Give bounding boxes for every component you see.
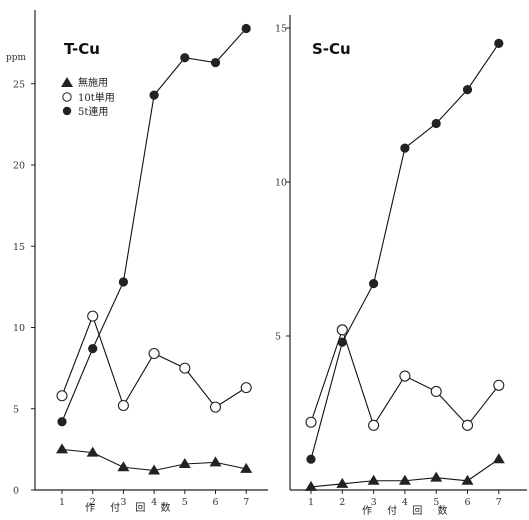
t-cu-point-triangle <box>148 464 161 475</box>
s-cu-point-filled-circle <box>400 143 410 153</box>
s-cu-point-filled-circle <box>337 337 347 347</box>
t-cu-point-open-circle <box>148 347 160 360</box>
t-cu-point-filled-circle <box>241 23 251 34</box>
t-cu-x-tick-label: 1 <box>59 497 65 508</box>
t-cu-x-tick-label: 5 <box>182 497 188 508</box>
s-cu-x-tick-label: 4 <box>402 497 408 508</box>
t-cu-point-triangle <box>209 456 222 467</box>
t-cu-ticks: 0 5 10 15 20 25 1 2 3 4 5 6 7 <box>13 79 249 508</box>
s-cu-point-open-circle <box>493 379 505 391</box>
s-cu-point-filled-circle <box>431 118 441 129</box>
s-cu-x-tick-label: 7 <box>496 497 502 508</box>
t-cu-point-triangle <box>178 458 191 468</box>
t-cu-point-filled-circle <box>180 53 190 63</box>
t-cu-point-open-circle <box>209 401 222 413</box>
s-cu-x-tick-label: 5 <box>433 497 439 508</box>
s-cu-title: S-Cu <box>312 40 351 58</box>
t-cu-point-triangle <box>117 461 130 472</box>
t-cu-point-filled-circle <box>57 417 67 427</box>
t-cu-y-tick-label: 10 <box>13 323 25 334</box>
t-cu-x-tick-label: 4 <box>151 497 157 508</box>
s-cu-point-filled-circle <box>462 85 473 95</box>
t-cu-point-filled-circle <box>149 90 159 100</box>
s-cu-point-triangle <box>492 453 505 464</box>
s-cu-point-filled-circle <box>306 454 316 464</box>
s-cu-point-open-circle <box>461 419 474 431</box>
t-cu-x-tick-label: 2 <box>90 497 96 508</box>
t-cu-point-filled-circle <box>210 58 221 68</box>
s-cu-point-triangle <box>398 474 411 485</box>
legend-filled-circle-marker <box>62 106 72 116</box>
s-cu-point-triangle <box>461 474 474 485</box>
s-cu-panel: S-Cu 5 10 15 1 2 3 4 5 6 7 作 付 回 数 <box>275 15 527 517</box>
s-cu-point-open-circle <box>430 385 442 397</box>
s-cu-y-tick-label: 10 <box>275 178 287 189</box>
s-cu-ticks: 5 10 15 1 2 3 4 5 6 7 <box>275 24 502 509</box>
t-cu-point-filled-circle <box>88 344 98 354</box>
s-cu-x-label: 作 付 回 数 <box>362 504 454 517</box>
t-cu-y-tick-label: 15 <box>13 242 25 253</box>
t-cu-point-triangle <box>86 446 99 457</box>
t-cu-x-tick-label: 3 <box>120 497 126 508</box>
s-cu-x-tick-label: 3 <box>371 497 377 508</box>
t-cu-point-open-circle <box>87 310 99 322</box>
t-cu-point-open-circle <box>240 382 252 394</box>
s-cu-y-tick-label: 15 <box>275 24 287 35</box>
s-cu-point-triangle <box>367 474 380 485</box>
legend-label-10t: 10t単用 <box>78 91 115 104</box>
s-cu-point-open-circle <box>368 419 380 431</box>
s-cu-point-filled-circle <box>494 38 504 49</box>
t-cu-point-triangle <box>56 443 68 454</box>
t-cu-point-open-circle <box>179 362 191 374</box>
t-cu-point-filled-circle <box>118 277 128 287</box>
t-cu-y-tick-label: 20 <box>13 161 25 172</box>
s-cu-point-open-circle <box>305 416 317 428</box>
t-cu-y-tick-label: 0 <box>13 486 19 497</box>
s-cu-x-tick-label: 6 <box>465 497 471 508</box>
t-cu-point-triangle <box>240 462 253 473</box>
s-cu-point-open-circle <box>399 370 411 382</box>
legend-triangle-marker <box>61 77 73 87</box>
t-cu-x-tick-label: 7 <box>243 497 249 508</box>
t-cu-y-tick-label: 25 <box>13 79 25 90</box>
t-cu-x-tick-label: 6 <box>213 497 219 508</box>
t-cu-series <box>56 23 253 475</box>
s-cu-x-tick-label: 1 <box>308 497 314 508</box>
t-cu-y-tick-label: 5 <box>13 404 19 415</box>
s-cu-point-triangle <box>430 471 443 482</box>
s-cu-point-open-circle <box>336 324 348 336</box>
t-cu-title: T-Cu <box>64 40 100 58</box>
s-cu-x-tick-label: 2 <box>339 497 345 508</box>
t-cu-legend: 無施用 10t単用 5t連用 <box>61 76 115 118</box>
legend-open-circle-marker <box>62 92 72 102</box>
legend-label-none: 無施用 <box>78 76 108 89</box>
s-cu-series <box>305 38 505 491</box>
t-cu-panel: ppm T-Cu 無施用 10t単用 5t連用 0 5 10 15 20 25 1 2 3 4 5 6… <box>6 10 268 514</box>
s-cu-series-line-filled-circle <box>310 43 500 460</box>
t-cu-series-line-open-circle <box>61 314 247 408</box>
t-cu-point-open-circle <box>117 399 129 412</box>
s-cu-point-triangle <box>336 477 349 488</box>
s-cu-point-filled-circle <box>369 279 379 289</box>
t-cu-x-label: 作 付 回 数 <box>85 501 177 514</box>
legend-label-5t: 5t連用 <box>78 105 108 118</box>
s-cu-point-triangle <box>305 480 317 491</box>
t-cu-y-unit: ppm <box>6 53 27 63</box>
s-cu-y-tick-label: 5 <box>275 332 281 343</box>
t-cu-point-open-circle <box>56 390 68 402</box>
